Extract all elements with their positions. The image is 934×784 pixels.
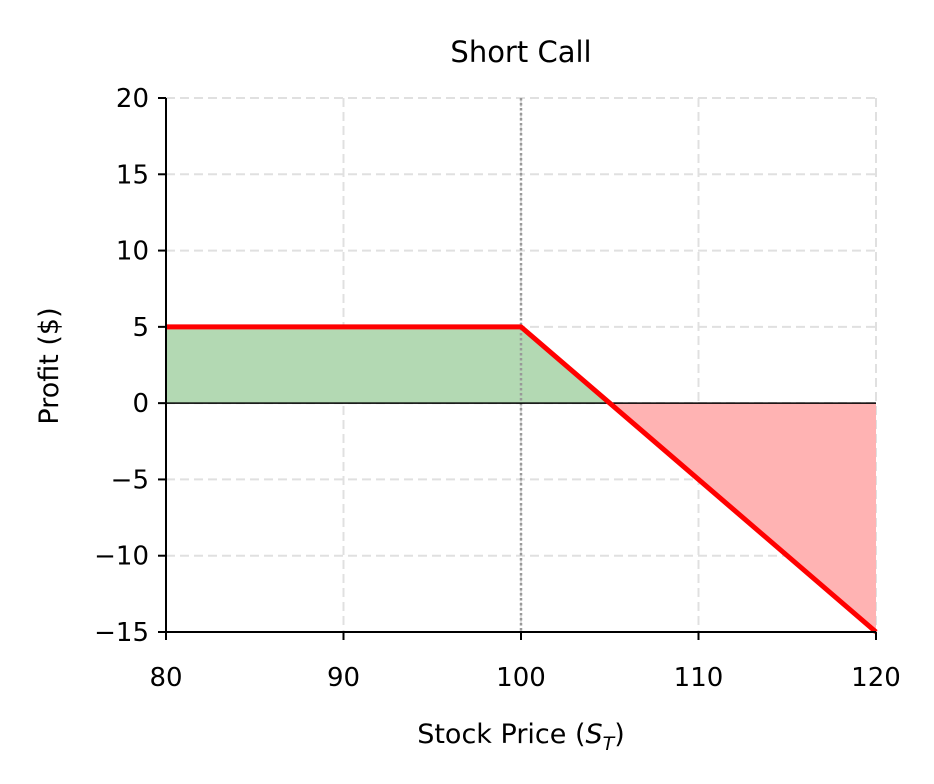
- y-tick-label: −5: [111, 465, 149, 495]
- y-tick-label: 10: [116, 237, 149, 267]
- y-axis-label: Profit ($): [34, 307, 65, 424]
- chart-title: Short Call: [450, 35, 591, 69]
- x-tick-label: 100: [496, 663, 546, 693]
- payoff-line: [166, 324, 878, 634]
- y-tick-label: 20: [116, 84, 149, 114]
- x-tick-label: 120: [851, 663, 901, 693]
- x-axis-label: Stock Price (ST): [417, 719, 625, 755]
- x-tick-label: 80: [149, 663, 182, 693]
- y-tick-label: 15: [116, 160, 149, 190]
- x-tick-label: 90: [327, 663, 360, 693]
- y-tick-label: −15: [94, 618, 149, 648]
- profit-area: [166, 326, 610, 404]
- ticks: 80 90 100 110 120 −15 −10 −5 0 5 10 15 20: [94, 84, 901, 693]
- y-tick-label: 0: [132, 389, 149, 419]
- y-tick-label: 5: [132, 313, 149, 343]
- x-tick-label: 110: [674, 663, 724, 693]
- reference-lines: [166, 98, 876, 632]
- y-tick-label: −10: [94, 542, 149, 572]
- series-layer: [166, 324, 878, 634]
